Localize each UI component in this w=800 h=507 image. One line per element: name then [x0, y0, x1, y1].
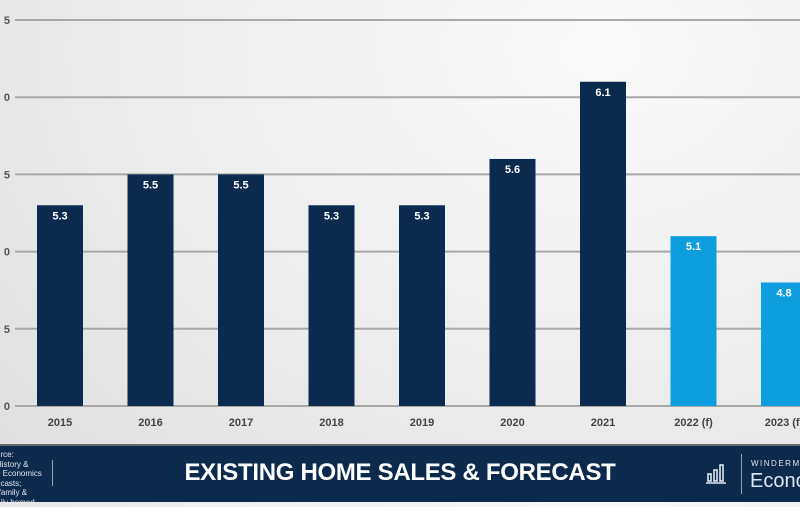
bar-chart-logo-icon: [706, 464, 726, 484]
bar: [37, 205, 83, 406]
x-tick-label: 2017: [229, 417, 253, 429]
x-tick-label: 2019: [410, 417, 434, 429]
data-label: 5.3: [324, 210, 339, 222]
data-label: 4.8: [776, 287, 791, 299]
bar: [399, 205, 445, 406]
data-label: 5.3: [414, 210, 429, 222]
y-tick-label: 5: [4, 169, 10, 181]
data-label: 5.3: [52, 210, 67, 222]
data-label: 5.6: [505, 164, 520, 176]
divider: [52, 460, 53, 486]
bar: [308, 205, 355, 406]
x-tick-label: 2022 (f): [674, 417, 713, 429]
bar: [127, 174, 174, 406]
x-tick-label: 2020: [500, 417, 524, 429]
x-tick-label: 2021: [591, 417, 615, 429]
bar: [218, 174, 264, 406]
footer-bar: urce: History & e Economics ecasts; -fam…: [0, 444, 800, 507]
y-tick-label: 5: [4, 15, 10, 27]
x-tick-label: 2018: [319, 417, 343, 429]
y-tick-label: 5: [4, 324, 10, 336]
bar: [580, 81, 626, 406]
bar: [670, 236, 717, 406]
y-tick-label: 0: [4, 247, 10, 259]
data-label: 5.1: [686, 241, 701, 253]
chart-title: EXISTING HOME SALES & FORECAST: [184, 459, 616, 486]
x-tick-label: 2015: [48, 417, 72, 429]
x-tick-label: 2023 (f): [765, 417, 800, 429]
x-tick-label: 2016: [138, 417, 162, 429]
logo-main-text: Econo: [750, 470, 800, 492]
data-label: 5.5: [233, 179, 248, 191]
y-tick-label: 0: [4, 401, 10, 413]
data-label: 6.1: [595, 87, 610, 99]
bar: [489, 158, 536, 406]
bar: [761, 282, 800, 406]
data-label: 5.5: [143, 179, 158, 191]
logo-divider: [741, 454, 742, 494]
y-tick-label: 0: [4, 92, 10, 104]
bar-chart: 5 0 5 0 5 0 5.3 2015 5.5 2016 5.5 2017 5.3 2018 5.3 201…: [4, 15, 800, 429]
